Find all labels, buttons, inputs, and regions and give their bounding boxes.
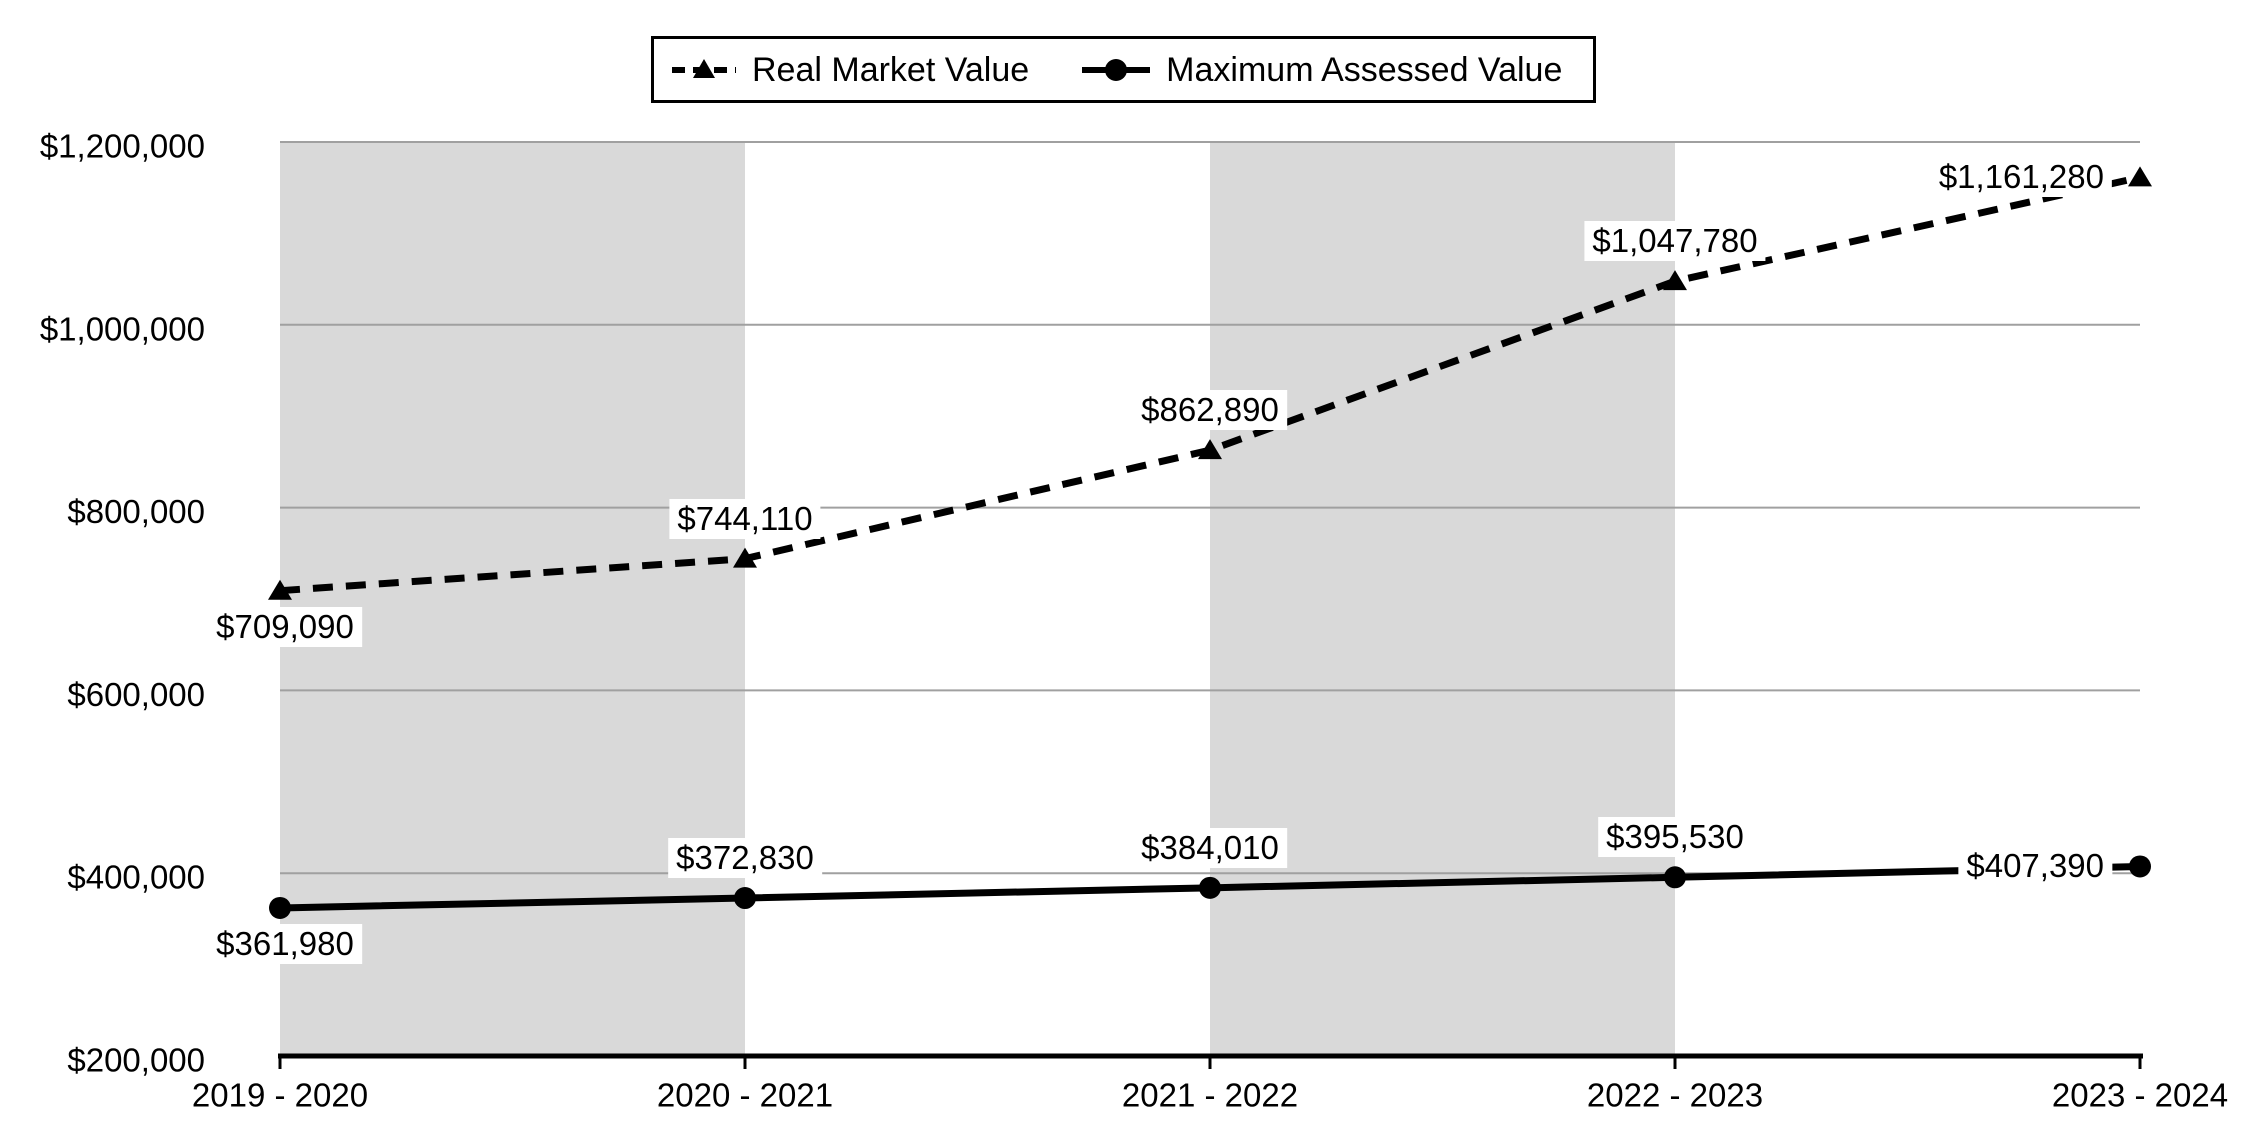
x-axis-tick-label: 2023 - 2024 (2052, 1077, 2228, 1114)
triangle-marker (733, 547, 757, 568)
y-axis-tick-label: $600,000 (67, 676, 205, 713)
triangle-marker (1198, 439, 1222, 460)
data-label: $372,830 (668, 838, 822, 879)
triangle-marker (268, 579, 292, 600)
y-axis-tick-label: $1,000,000 (40, 310, 205, 347)
data-label: $709,090 (208, 606, 362, 647)
triangle-marker (1663, 270, 1687, 291)
legend-item-real-market-value: Real Market Value (672, 53, 1029, 87)
shaded-band (1210, 142, 1675, 1056)
x-axis-tick-label: 2022 - 2023 (1587, 1077, 1763, 1114)
y-axis-tick-label: $200,000 (67, 1042, 205, 1079)
x-axis-tick-label: 2019 - 2020 (192, 1077, 368, 1114)
y-axis-tick-label: $1,200,000 (40, 128, 205, 165)
data-label: $862,890 (1133, 390, 1287, 431)
data-label: $407,390 (1958, 846, 2112, 887)
circle-marker (1199, 876, 1221, 899)
legend-item-maximum-assessed-value: Maximum Assessed Value (1082, 53, 1562, 87)
data-label: $361,980 (208, 923, 362, 964)
data-label: $744,110 (669, 498, 821, 539)
y-axis-tick-label: $800,000 (67, 493, 205, 530)
shaded-band (280, 142, 745, 1056)
x-axis-tick-label: 2020 - 2021 (657, 1077, 833, 1114)
data-label: $384,010 (1133, 827, 1287, 868)
x-axis-tick-label: 2021 - 2022 (1122, 1077, 1298, 1114)
triangle-marker (2128, 166, 2152, 187)
dashed-line-triangle-marker-icon (672, 58, 736, 78)
y-axis-tick-label: $400,000 (67, 859, 205, 896)
circle-marker (2129, 855, 2151, 878)
legend-label-maximum-assessed-value: Maximum Assessed Value (1166, 50, 1563, 89)
legend-label-real-market-value: Real Market Value (752, 50, 1030, 89)
solid-line-circle-marker-icon (1082, 58, 1151, 81)
chart-legend: Real Market Value Maximum Assessed Value (651, 36, 1596, 103)
circle-marker (1664, 866, 1686, 889)
data-label: $1,161,280 (1930, 157, 2112, 198)
circle-marker (269, 896, 291, 919)
circle-marker (734, 887, 756, 910)
data-label: $395,530 (1598, 817, 1752, 858)
data-label: $1,047,780 (1584, 221, 1766, 262)
